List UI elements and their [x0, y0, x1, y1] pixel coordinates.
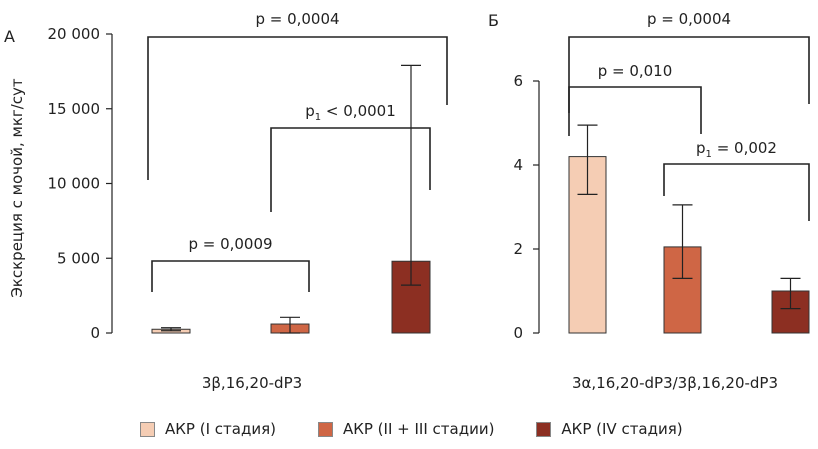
panel-b-y-tick-label: 4: [513, 156, 523, 174]
panel-b-y-tick-label: 0: [513, 324, 523, 342]
panel-a-significance-bracket: [270, 127, 431, 212]
legend-label-stage1: АКР (I стадия): [165, 420, 276, 438]
panel-a-significance-bracket: [147, 36, 448, 180]
panel-a-p-value-label: p = 0,0009: [188, 235, 272, 253]
panel-b-p-value-label: p = 0,0004: [647, 10, 731, 28]
legend-swatch-stage4: [536, 421, 552, 437]
panel-a-p-value-label: p = 0,0004: [255, 10, 339, 28]
panel-b-y-tick-label: 6: [513, 72, 523, 90]
panel-b-p-value-label: p1 = 0,002: [696, 139, 777, 160]
legend-swatch-stage23: [317, 421, 333, 437]
panel-a-x-axis-label: 3β,16,20-dP3: [202, 374, 302, 392]
panel-b-significance-bracket: [568, 86, 702, 134]
panel-a-significance-bracket: [151, 260, 310, 292]
panel-a-y-axis-title: Экскреция с мочой, мкг/сут: [8, 78, 26, 298]
legend-label-stage23: АКР (II + III стадии): [342, 420, 495, 438]
panel-a-label: А: [4, 27, 15, 46]
panel-a-y-tick-label: 10 000: [48, 175, 101, 193]
legend-item-stage4: АКР (IV стадия): [536, 420, 683, 438]
panel-b-y-tick-label: 2: [513, 240, 523, 258]
legend-item-stage23: АКР (II + III стадии): [317, 420, 495, 438]
panel-b-label: Б: [488, 11, 499, 30]
legend-swatch-stage1: [140, 421, 155, 437]
panel-a-y-tick-label: 20 000: [48, 25, 101, 43]
panel-a-y-tick-label: 0: [90, 324, 100, 342]
legend: АКР (I стадия) АКР (II + III стадии) АКР…: [140, 420, 725, 438]
legend-label-stage4: АКР (IV стадия): [561, 420, 683, 438]
panel-b-significance-bracket: [663, 163, 810, 221]
legend-item-stage1: АКР (I стадия): [140, 420, 276, 438]
panel-a-y-tick-label: 5 000: [57, 249, 100, 267]
panel-b-x-axis-label: 3α,16,20-dP3/3β,16,20-dP3: [572, 374, 778, 392]
panel-a-p-value-label: p1 < 0,0001: [305, 102, 396, 123]
panel-a-y-tick-label: 15 000: [48, 100, 101, 118]
panel-b-p-value-label: p = 0,010: [598, 62, 673, 80]
